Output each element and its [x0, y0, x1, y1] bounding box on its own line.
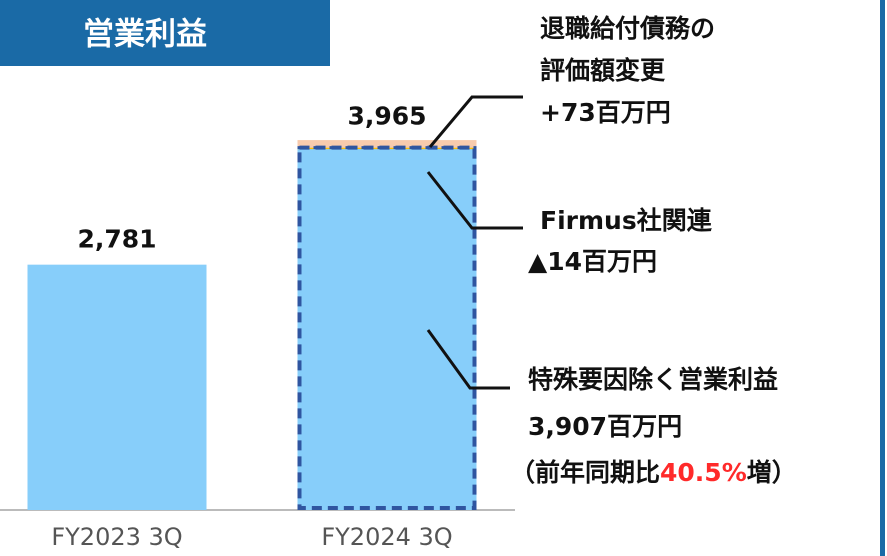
- annotation: Firmus社関連: [540, 206, 713, 235]
- x-tick-label: FY2024 3Q: [321, 523, 452, 551]
- annotation: 退職給付債務の: [540, 14, 715, 43]
- value-label: 2,781: [77, 225, 156, 254]
- leader-line: [426, 171, 523, 230]
- leader-line: [428, 95, 523, 148]
- annotation-part: 増）: [747, 458, 797, 487]
- annotation-highlight: 40.5%: [660, 458, 747, 487]
- annotation: 評価額変更: [540, 56, 666, 85]
- annotation: ▲14百万円: [528, 247, 657, 276]
- bar-segment: [297, 140, 477, 148]
- annotation: 3,907百万円: [528, 412, 682, 441]
- leader-line: [426, 329, 510, 390]
- annotation: +73百万円: [540, 98, 671, 127]
- right-border: [880, 0, 885, 556]
- bar-segment: [27, 264, 207, 510]
- title-box: [0, 0, 330, 66]
- x-tick-label: FY2023 3Q: [51, 523, 182, 551]
- chart-title: 営業利益: [83, 17, 207, 53]
- annotation-part: （前年同期比: [510, 458, 660, 487]
- value-label: 3,965: [347, 102, 426, 131]
- annotation: （前年同期比40.5%増）: [510, 458, 797, 487]
- annotation: 特殊要因除く営業利益: [528, 365, 778, 394]
- bar-segment: [297, 147, 477, 510]
